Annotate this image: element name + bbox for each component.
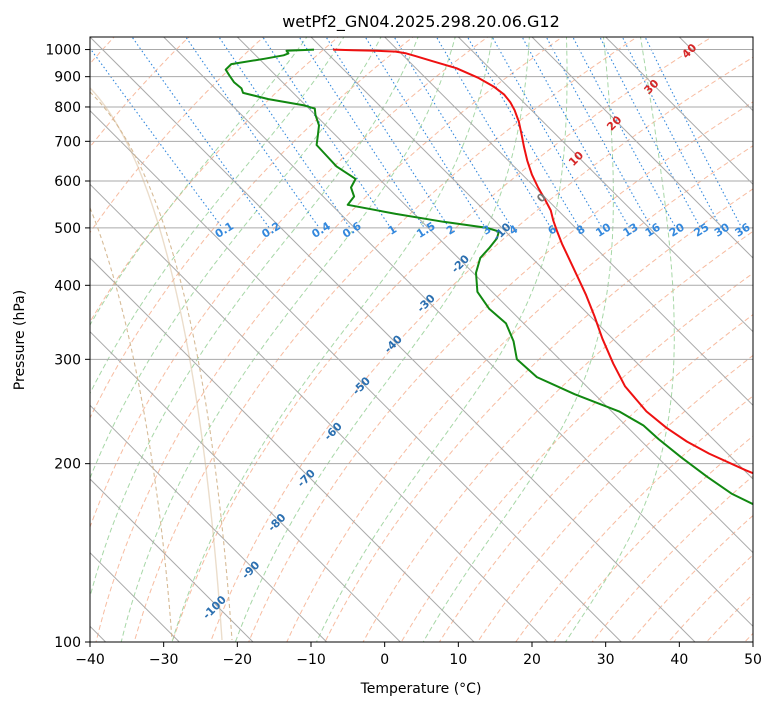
y-tick-label: 600 xyxy=(54,174,81,190)
mixing-ratio-lines xyxy=(90,37,743,229)
y-tick-label: 300 xyxy=(54,352,81,368)
isotherm-line xyxy=(457,37,753,333)
dry-adiabat-line xyxy=(286,145,753,642)
x-tick-label: −30 xyxy=(149,652,179,668)
y-tick-label: 700 xyxy=(54,134,81,150)
isotherm-line xyxy=(162,37,753,628)
profile-series xyxy=(224,48,753,506)
x-tick-label: 40 xyxy=(670,652,688,668)
isotherms xyxy=(90,37,753,642)
isohume-line xyxy=(90,87,223,641)
y-tick-label: 500 xyxy=(54,221,81,237)
mixing-ratio-line xyxy=(393,37,513,229)
x-tick-label: 50 xyxy=(744,652,762,668)
temperature-profile-line xyxy=(333,48,753,475)
y-tick-label: 100 xyxy=(54,635,81,651)
x-tick-label: 20 xyxy=(523,652,541,668)
y-tick-label: 900 xyxy=(54,70,81,86)
y-tick-label: 1000 xyxy=(45,43,81,59)
mixing-ratio-line xyxy=(572,37,677,229)
y-tick-label: 400 xyxy=(54,278,81,294)
pressure-gridlines xyxy=(90,49,753,642)
isohume-lines xyxy=(90,87,233,641)
x-tick-label: −10 xyxy=(296,652,326,668)
isotherm-line xyxy=(236,37,753,554)
isotherm-line xyxy=(531,37,753,259)
isotherm-line xyxy=(90,183,549,642)
y-axis: 1000 900 800 700 600 500 400 300 200 100 xyxy=(45,43,90,651)
y-tick-label: 200 xyxy=(54,457,81,473)
dry-adiabat-line xyxy=(324,188,753,642)
isotherm-line xyxy=(90,37,696,642)
dry-adiabat-line xyxy=(248,101,753,642)
isotherm-line xyxy=(90,330,402,642)
mixing-ratio-line xyxy=(599,37,701,229)
isotherm-line xyxy=(90,257,475,642)
x-axis: −40 −30 −20 −10 0 10 20 30 40 50 xyxy=(75,642,762,668)
mixing-ratio-line xyxy=(90,47,223,229)
isotherm-line xyxy=(90,404,328,642)
dry-adiabat-line xyxy=(362,230,753,642)
dewpoint-profile-line xyxy=(224,48,753,506)
x-tick-label: −20 xyxy=(223,652,253,668)
x-tick-label: 0 xyxy=(380,652,389,668)
dry-adiabat-line xyxy=(438,313,753,642)
dry-adiabat-line xyxy=(171,37,713,642)
isohume-line xyxy=(90,91,233,641)
mixing-ratio-line xyxy=(298,37,425,229)
x-axis-title: Temperature (°C) xyxy=(360,681,482,697)
x-tick-label: −40 xyxy=(75,652,105,668)
mixing-ratio-line xyxy=(466,37,580,229)
x-tick-label: 10 xyxy=(449,652,467,668)
plot-frame xyxy=(89,36,754,643)
mixing-ratio-line xyxy=(621,37,722,229)
mixing-ratio-line xyxy=(262,37,392,229)
isohume-line xyxy=(90,207,173,641)
mixing-ratio-line xyxy=(218,37,351,229)
isotherm-line xyxy=(310,37,753,480)
isotherm-line xyxy=(604,37,753,186)
mixing-ratio-line xyxy=(185,37,320,229)
mixing-ratio-line xyxy=(131,37,270,229)
chart-title: wetPf2_GN04.2025.298.20.06.G12 xyxy=(282,12,560,32)
dry-adiabat-line xyxy=(90,37,489,529)
isotherm-line xyxy=(383,37,753,407)
x-tick-label: 30 xyxy=(597,652,615,668)
isotherm-line xyxy=(90,109,623,642)
isotherm-line xyxy=(90,478,254,642)
y-tick-label: 800 xyxy=(54,100,81,116)
mixing-ratio-line xyxy=(325,37,450,229)
y-axis-title: Pressure (hPa) xyxy=(12,290,28,390)
